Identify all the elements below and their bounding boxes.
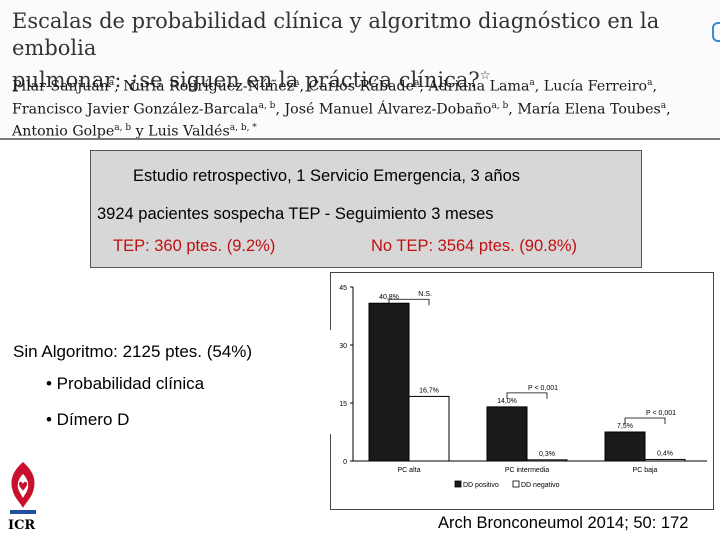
bar-value-label: 7,5% <box>617 423 633 430</box>
x-tick-label: PC alta <box>398 467 421 474</box>
paper-title: Escalas de probabilidad clínica y algori… <box>12 8 712 94</box>
author-name: , <box>666 101 671 118</box>
title-line-2-text: pulmonar: ¿se siguen en la práctica clín… <box>12 68 480 92</box>
author-affiliation: a, b <box>114 123 132 134</box>
author-name: , Nuria Rodríguez-Núñez <box>114 78 295 95</box>
significance-bracket <box>624 417 666 424</box>
summary-tep: TEP: 360 ptes. (9.2%) <box>113 237 276 255</box>
y-tick-label: 0 <box>343 459 347 466</box>
author-affiliation: a <box>647 78 653 88</box>
y-tick-label: 45 <box>339 285 347 292</box>
significance-label: P < 0,001 <box>528 385 558 392</box>
author-list: Pilar Sanjuána, Nuria Rodríguez-Núñeza, … <box>12 74 720 140</box>
algorithm-summary: Sin Algoritmo: 2125 ptes. (54%) <box>13 342 253 361</box>
author-name: , José Manuel Álvarez-Dobaño <box>275 101 492 118</box>
x-tick-label: PC baja <box>633 467 658 474</box>
author-affiliation: a, b, * <box>229 123 257 134</box>
author-name: Antonio Golpe <box>12 124 115 140</box>
author-name: , María Elena Toubes <box>508 101 661 118</box>
legend-swatch <box>454 480 462 488</box>
icr-logo-icon <box>10 462 36 514</box>
author-affiliation: a <box>660 100 667 111</box>
bar-dd-negative <box>526 459 568 462</box>
author-name: y Luis Valdés <box>131 124 230 140</box>
legend-swatch <box>512 480 520 488</box>
title-line-2: pulmonar: ¿se siguen en la práctica clín… <box>12 62 712 94</box>
summary-patients: 3924 pacientes sospecha TEP - Seguimient… <box>97 205 494 223</box>
bar-value-label: 40,8% <box>379 294 399 301</box>
bar-value-label: 14,0% <box>497 398 517 405</box>
bar-value-label: 0,4% <box>657 450 673 457</box>
summary-design: Estudio retrospectivo, 1 Servicio Emerge… <box>133 167 521 185</box>
author-name: , <box>652 78 657 95</box>
author-affiliation: a <box>294 78 300 88</box>
bullet-d-dimer: • Dímero D <box>46 410 130 429</box>
bullet-clinical-probability: • Probabilidad clínica <box>46 374 205 393</box>
study-summary-panel: Estudio retrospectivo, 1 Servicio Emerge… <box>90 150 642 268</box>
citation: Arch Bronconeumol 2014; 50: 172 <box>438 514 689 532</box>
bar-dd-positive <box>486 406 528 462</box>
bar-value-label: 16,7% <box>419 387 439 394</box>
title-line-1: Escalas de probabilidad clínica y algori… <box>12 9 660 60</box>
author-line: Francisco Javier González-Barcalaa, b, J… <box>12 97 720 120</box>
bar-dd-positive <box>368 302 410 462</box>
author-affiliation: a, b <box>491 100 509 111</box>
algorithm-panel: Sin Algoritmo: 2125 ptes. (54%) • Probab… <box>0 330 340 434</box>
author-name: Francisco Javier González-Barcala <box>12 101 259 118</box>
author-name: Pilar Sanjuán <box>12 78 109 95</box>
author-name: , Carlos Rábade <box>299 78 414 95</box>
author-name: , Lucía Ferreiro <box>534 78 648 95</box>
author-affiliation: a <box>414 78 420 88</box>
author-affiliation: a, b <box>258 100 276 111</box>
paper-header: Escalas de probabilidad clínica y algori… <box>0 0 720 140</box>
legend-label: DD negativo <box>521 482 560 489</box>
bar-dd-negative <box>644 458 686 462</box>
author-line: Pilar Sanjuána, Nuria Rodríguez-Núñeza, … <box>12 74 720 97</box>
author-affiliation: a <box>529 78 535 88</box>
edge-icon <box>712 22 720 42</box>
author-name: , Adriana Lama <box>419 78 530 95</box>
significance-bracket <box>506 392 548 399</box>
x-tick-label: PC intermedia <box>505 467 549 474</box>
summary-no-tep: No TEP: 3564 ptes. (90.8%) <box>371 237 578 255</box>
y-tick-label: 15 <box>339 401 347 408</box>
y-tick-label: 30 <box>339 343 347 350</box>
author-line: Antonio Golpea, b y Luis Valdésa, b, * <box>12 119 720 140</box>
significance-label: P < 0,001 <box>646 410 676 417</box>
significance-label: N.S. <box>418 291 432 298</box>
logo-text: ICR <box>8 518 36 533</box>
legend-label: DD positivo <box>463 482 499 489</box>
significance-bracket <box>388 298 430 306</box>
bar-dd-negative <box>408 395 450 462</box>
bar-chart: 0 15 30 45 40,8% 16,7% PC alta 14,0% 0,3% PC inte… <box>339 285 707 489</box>
bar-dd-positive <box>604 431 646 462</box>
title-mark: ☆ <box>479 68 491 82</box>
bar-value-label: 0,3% <box>539 451 555 458</box>
author-affiliation: a <box>108 78 115 88</box>
bar-chart-frame: 0 15 30 45 40,8% 16,7% PC alta 14,0% 0,3% PC inte… <box>330 272 714 510</box>
